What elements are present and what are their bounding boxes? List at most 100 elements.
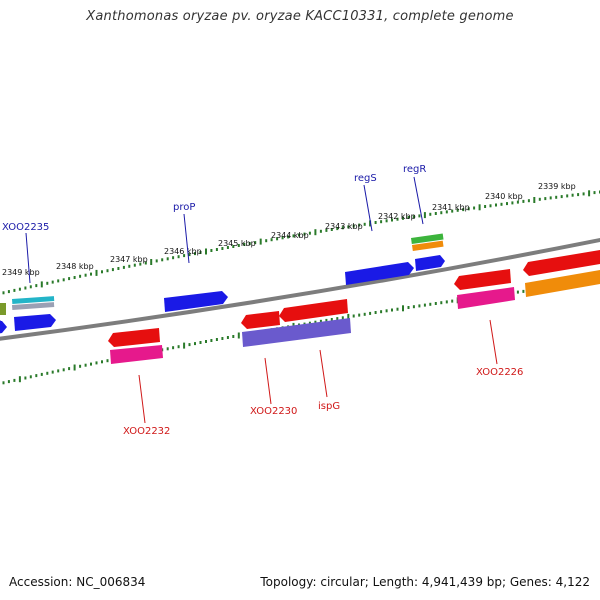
minor-tick (423, 303, 426, 307)
minor-tick (122, 265, 125, 269)
minor-tick (544, 197, 547, 201)
minor-tick (13, 288, 16, 292)
minor-tick (456, 208, 459, 212)
minor-tick (467, 207, 470, 211)
minor-tick (232, 335, 235, 338)
minor-tick (155, 259, 158, 263)
minor-tick (358, 223, 361, 227)
gene-red-mid-2[interactable] (279, 299, 348, 322)
minor-tick (221, 247, 224, 250)
minor-tick (495, 203, 497, 207)
gene-label-XOO2230[interactable]: XOO2230 (250, 406, 297, 417)
minor-tick (265, 239, 268, 243)
minor-tick (363, 222, 366, 226)
minor-tick (582, 192, 585, 196)
minor-tick (341, 316, 344, 320)
gene-cyan-small[interactable] (12, 296, 55, 304)
gene-label-XOO2232[interactable]: XOO2232 (123, 426, 170, 437)
major-tick (347, 313, 350, 320)
gene-orange-right[interactable] (525, 270, 600, 297)
genes-reverse (0, 250, 600, 364)
minor-tick (188, 343, 191, 347)
minor-tick (18, 287, 21, 291)
minor-tick (484, 205, 487, 208)
gene-label-XOO2235[interactable]: XOO2235 (2, 222, 49, 233)
minor-tick (7, 290, 10, 294)
gene-label-ispG[interactable]: ispG (318, 401, 340, 412)
accession-label: Accession: NC_006834 (9, 575, 146, 589)
minor-tick (330, 228, 333, 231)
tick-labels: 2339 kbp 2340 kbp 2341 kbp 2342 kbp 2343… (2, 182, 576, 277)
minor-tick (111, 268, 114, 272)
major-tick (314, 229, 317, 236)
minor-tick (516, 200, 519, 204)
gene-olive-small[interactable] (0, 303, 6, 315)
gene-red-XOO2230[interactable] (241, 311, 280, 329)
gene-label-XOO2226[interactable]: XOO2226 (476, 367, 523, 378)
gene-red-right-top[interactable] (523, 250, 600, 276)
minor-tick (577, 193, 580, 197)
minor-tick (429, 302, 432, 306)
minor-tick (412, 305, 415, 309)
minor-tick (451, 209, 454, 213)
gene-label-regS[interactable]: regS (354, 173, 377, 184)
minor-tick (418, 214, 421, 218)
minor-tick (434, 302, 437, 305)
major-tick (478, 204, 481, 211)
minor-tick (254, 241, 257, 245)
gene-rev-edge-blue[interactable] (0, 320, 5, 332)
gene-regS[interactable] (345, 262, 414, 285)
gene-gray-small[interactable] (12, 302, 55, 310)
minor-tick (84, 363, 87, 367)
minor-tick (101, 360, 103, 364)
minor-tick (144, 261, 147, 265)
minor-tick (303, 232, 306, 236)
minor-tick (522, 289, 525, 293)
gene-label-proP[interactable]: proP (173, 202, 195, 213)
minor-tick (183, 254, 186, 258)
minor-tick (396, 307, 399, 311)
minor-tick (51, 280, 54, 284)
minor-tick (451, 299, 454, 303)
minor-tick (369, 311, 372, 315)
gene-fwd-left-blue[interactable] (14, 314, 56, 331)
minor-tick (232, 245, 235, 248)
minor-tick (73, 276, 76, 279)
gene-label-connectors (25, 176, 498, 424)
map-title: Xanthomonas oryzae pv. oryzae KACC10331,… (86, 9, 514, 24)
gene-red-XOO2226[interactable] (454, 269, 511, 290)
minor-tick (434, 212, 437, 215)
minor-tick (473, 206, 476, 210)
gene-red-XOO2232[interactable] (108, 328, 160, 347)
gene-green-small[interactable] (411, 233, 444, 244)
minor-tick (412, 215, 415, 219)
minor-tick (7, 380, 10, 384)
minor-tick (385, 219, 388, 223)
genome-backbone (0, 237, 600, 341)
minor-tick (358, 313, 361, 317)
major-tick (369, 220, 372, 227)
minor-tick (79, 274, 82, 278)
gene-pink-XOO2226[interactable] (457, 287, 515, 309)
minor-tick (35, 374, 38, 378)
minor-tick (51, 370, 54, 374)
minor-tick (139, 262, 142, 266)
minor-tick (276, 237, 279, 241)
minor-tick (68, 367, 71, 371)
gene-label-regR[interactable]: regR (403, 164, 426, 175)
gene-proP[interactable] (164, 291, 228, 312)
minor-tick (281, 236, 284, 240)
gene-pink-XOO2232[interactable] (110, 345, 163, 364)
gene-orange-small[interactable] (412, 240, 444, 251)
minor-tick (210, 339, 213, 342)
gene-ispG[interactable] (242, 318, 351, 347)
minor-tick (292, 234, 295, 238)
major-tick (588, 190, 591, 197)
minor-tick (407, 306, 410, 309)
minor-tick (407, 216, 410, 219)
minor-tick (352, 224, 355, 228)
gene-regR[interactable] (415, 255, 445, 271)
major-tick (205, 248, 207, 255)
minor-tick (352, 314, 355, 318)
